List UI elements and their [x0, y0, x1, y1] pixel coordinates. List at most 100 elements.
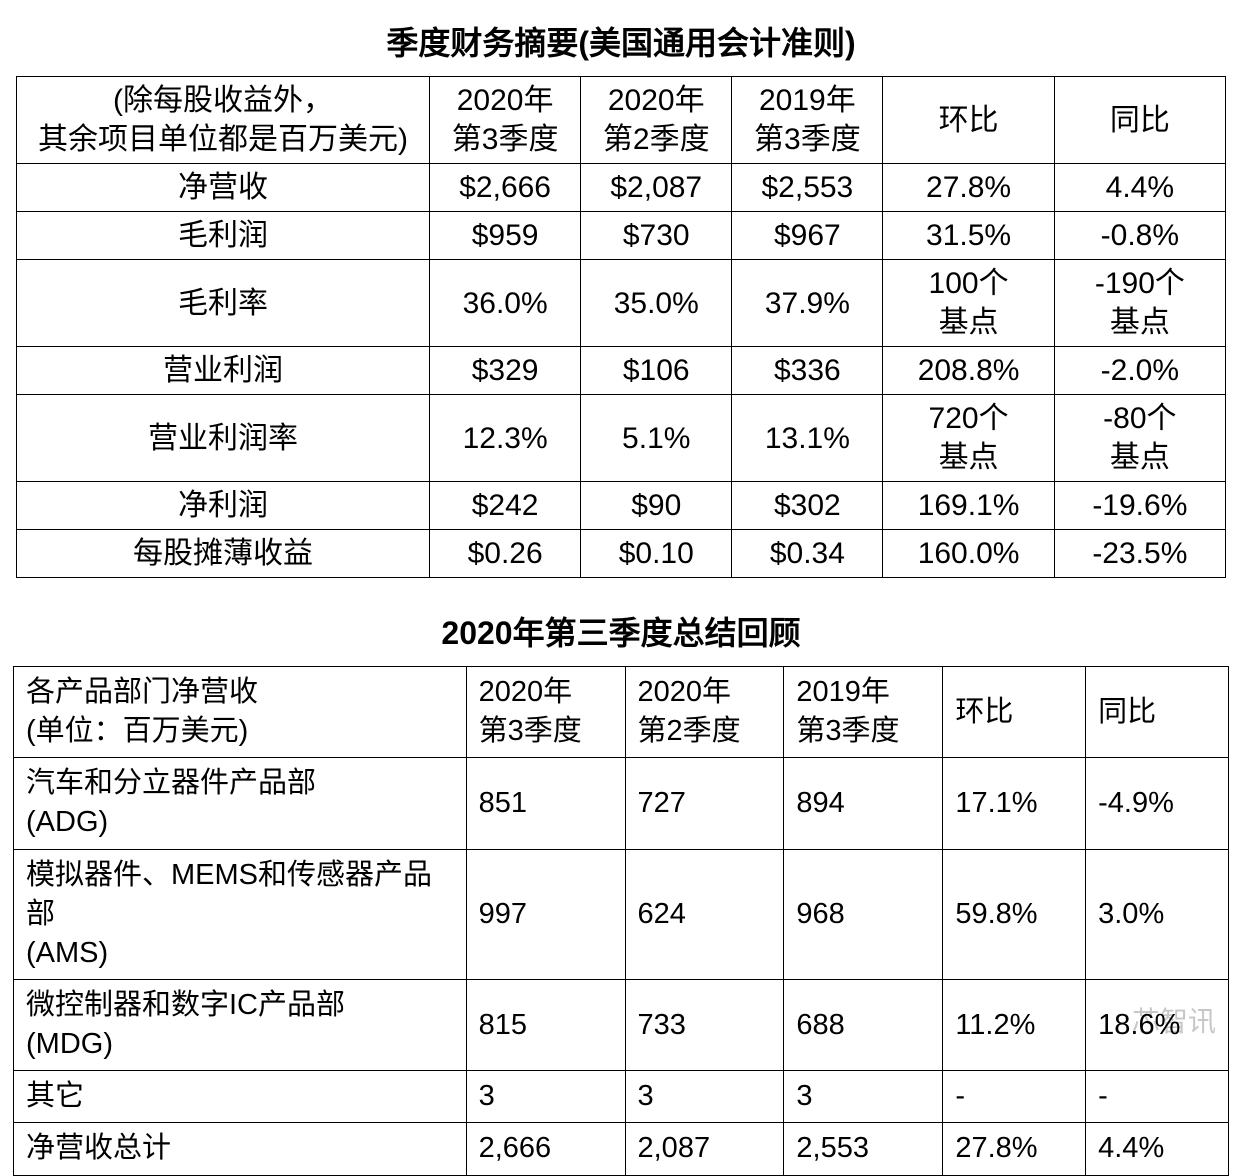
- cell: $0.10: [581, 530, 732, 578]
- cell-text: 第3季度: [754, 123, 861, 156]
- row-label: 微控制器和数字IC产品部 (MDG): [14, 979, 467, 1070]
- row-label: 净营收总计: [14, 1123, 467, 1175]
- table-row: 毛利率 36.0% 35.0% 37.9% 100个 基点 -190个 基点: [17, 260, 1226, 347]
- header-col2: 2020年 第2季度: [625, 667, 784, 758]
- cell-text: 720个: [929, 402, 1009, 435]
- cell-text: 基点: [1110, 441, 1170, 474]
- cell: 815: [466, 979, 625, 1070]
- cell: -4.9%: [1086, 758, 1229, 849]
- cell: $0.26: [430, 530, 581, 578]
- cell: 688: [784, 979, 943, 1070]
- cell: 27.8%: [883, 164, 1054, 212]
- table-row: 微控制器和数字IC产品部 (MDG) 815 733 688 11.2% 18.…: [14, 979, 1229, 1070]
- cell: 2,553: [784, 1123, 943, 1175]
- row-label: 营业利润: [17, 347, 430, 395]
- header-col3: 2019年 第3季度: [732, 77, 883, 164]
- table2-title: 2020年第三季度总结回顾: [10, 608, 1232, 654]
- cell: -190个 基点: [1054, 260, 1225, 347]
- table-row: 净利润 $242 $90 $302 169.1% -19.6%: [17, 482, 1226, 530]
- row-label: 净营收: [17, 164, 430, 212]
- table-row: 营业利润率 12.3% 5.1% 13.1% 720个 基点 -80个 基点: [17, 395, 1226, 482]
- table-header-row: (除每股收益外， 其余项目单位都是百万美元) 2020年 第3季度 2020年 …: [17, 77, 1226, 164]
- cell: 851: [466, 758, 625, 849]
- segment-revenue-table: 各产品部门净营收 (单位：百万美元) 2020年 第3季度 2020年 第2季度…: [13, 666, 1229, 1176]
- cell: 13.1%: [732, 395, 883, 482]
- cell-text: 模拟器件、MEMS和传感器产品部: [26, 859, 432, 930]
- cell: 12.3%: [430, 395, 581, 482]
- table-header-row: 各产品部门净营收 (单位：百万美元) 2020年 第3季度 2020年 第2季度…: [14, 667, 1229, 758]
- row-label: 汽车和分立器件产品部 (ADG): [14, 758, 467, 849]
- cell-text: 基点: [1110, 306, 1170, 339]
- cell-text: 基点: [939, 306, 999, 339]
- row-label: 毛利润: [17, 212, 430, 260]
- table-row: 每股摊薄收益 $0.26 $0.10 $0.34 160.0% -23.5%: [17, 530, 1226, 578]
- cell: 733: [625, 979, 784, 1070]
- cell-text: 2020年: [638, 676, 732, 708]
- cell: -0.8%: [1054, 212, 1225, 260]
- cell: 720个 基点: [883, 395, 1054, 482]
- cell-text: (除每股收益外，: [113, 84, 333, 117]
- header-col5: 同比: [1054, 77, 1225, 164]
- cell-text: (ADG): [26, 806, 108, 838]
- cell: $90: [581, 482, 732, 530]
- cell-text: 基点: [939, 441, 999, 474]
- cell: $336: [732, 347, 883, 395]
- cell: 3.0%: [1086, 849, 1229, 979]
- cell-text: 2020年: [457, 84, 554, 117]
- cell: 5.1%: [581, 395, 732, 482]
- cell: $2,666: [430, 164, 581, 212]
- row-label: 营业利润率: [17, 395, 430, 482]
- cell-text: (MDG): [26, 1028, 113, 1060]
- cell: 968: [784, 849, 943, 979]
- header-col2: 2020年 第2季度: [581, 77, 732, 164]
- cell: 35.0%: [581, 260, 732, 347]
- cell-text: 2019年: [796, 676, 890, 708]
- cell-text: -80个: [1103, 402, 1176, 435]
- cell: -80个 基点: [1054, 395, 1225, 482]
- cell: -: [1086, 1071, 1229, 1123]
- table-row: 其它 3 3 3 - -: [14, 1071, 1229, 1123]
- header-col3: 2019年 第3季度: [784, 667, 943, 758]
- cell: 2,087: [625, 1123, 784, 1175]
- cell: $242: [430, 482, 581, 530]
- row-label: 净利润: [17, 482, 430, 530]
- cell: 894: [784, 758, 943, 849]
- cell-text: 2020年: [608, 84, 705, 117]
- cell-text: -190个: [1095, 267, 1185, 300]
- cell: 31.5%: [883, 212, 1054, 260]
- cell: 624: [625, 849, 784, 979]
- cell: $0.34: [732, 530, 883, 578]
- cell: 18.6%: [1086, 979, 1229, 1070]
- cell: -23.5%: [1054, 530, 1225, 578]
- cell-text: 汽车和分立器件产品部: [26, 767, 316, 799]
- table-row: 净营收 $2,666 $2,087 $2,553 27.8% 4.4%: [17, 164, 1226, 212]
- header-col1: 2020年 第3季度: [430, 77, 581, 164]
- table-row: 毛利润 $959 $730 $967 31.5% -0.8%: [17, 212, 1226, 260]
- row-label: 毛利率: [17, 260, 430, 347]
- header-col1: 2020年 第3季度: [466, 667, 625, 758]
- cell: -: [943, 1071, 1086, 1123]
- cell: 37.9%: [732, 260, 883, 347]
- cell-text: 其余项目单位都是百万美元): [38, 123, 408, 156]
- table-row: 净营收总计 2,666 2,087 2,553 27.8% 4.4%: [14, 1123, 1229, 1175]
- cell: 17.1%: [943, 758, 1086, 849]
- row-label: 模拟器件、MEMS和传感器产品部 (AMS): [14, 849, 467, 979]
- header-col5: 同比: [1086, 667, 1229, 758]
- cell: 11.2%: [943, 979, 1086, 1070]
- cell: 59.8%: [943, 849, 1086, 979]
- cell: 4.4%: [1086, 1123, 1229, 1175]
- cell: $2,087: [581, 164, 732, 212]
- cell-text: 各产品部门净营收: [26, 676, 258, 708]
- header-col0: 各产品部门净营收 (单位：百万美元): [14, 667, 467, 758]
- table1-title: 季度财务摘要(美国通用会计准则): [10, 18, 1232, 64]
- cell-text: (单位：百万美元): [26, 715, 248, 747]
- cell-text: 第2季度: [638, 715, 741, 747]
- cell: -2.0%: [1054, 347, 1225, 395]
- cell: -19.6%: [1054, 482, 1225, 530]
- cell: $302: [732, 482, 883, 530]
- cell: 727: [625, 758, 784, 849]
- cell: $329: [430, 347, 581, 395]
- cell-text: 第3季度: [796, 715, 899, 747]
- table-row: 汽车和分立器件产品部 (ADG) 851 727 894 17.1% -4.9%: [14, 758, 1229, 849]
- financial-summary-table: (除每股收益外， 其余项目单位都是百万美元) 2020年 第3季度 2020年 …: [16, 76, 1226, 578]
